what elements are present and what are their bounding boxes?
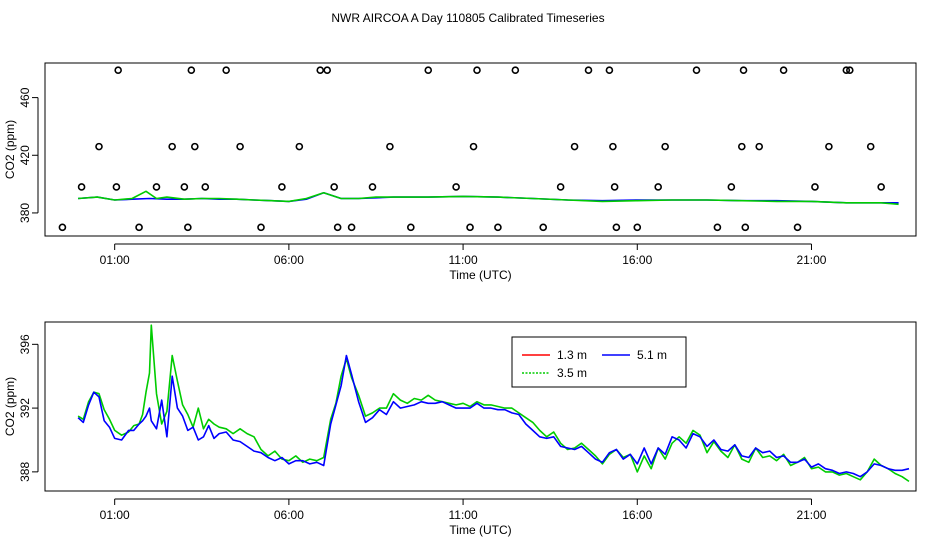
- top-flag-point: [333, 223, 342, 232]
- top-flag-point: [779, 66, 788, 75]
- top-flag-point: [494, 223, 502, 232]
- top-flag-point: [407, 223, 415, 232]
- top-series-line-co2-3-5-m: [78, 190, 899, 206]
- bottom-x-tick-label: 01:00: [100, 508, 130, 522]
- top-flag-point: [187, 66, 196, 75]
- top-y-tick-label: 460: [18, 87, 32, 107]
- bottom-y-axis-label: CO2 (ppm): [3, 377, 17, 436]
- top-flag-point: [201, 183, 210, 191]
- top-panel: 01:00 06:00 11:00 16:00 21:00 Time (UTC) 380 42…: [3, 62, 917, 282]
- top-flag-point: [609, 142, 617, 151]
- bottom-plot-frame: [44, 321, 917, 492]
- bottom-y-tick-label: 392: [18, 398, 32, 418]
- chart-title: NWR AIRCOA A Day 110805 Calibrated Times…: [331, 11, 604, 25]
- top-flag-point: [556, 183, 565, 191]
- top-flag-point: [612, 223, 621, 232]
- top-x-tick-label: 21:00: [796, 253, 826, 267]
- top-flag-point: [368, 183, 377, 191]
- top-flag-point: [152, 183, 161, 191]
- top-flag-point: [323, 66, 332, 75]
- top-x-tick-label: 01:00: [100, 253, 130, 267]
- top-flag-point: [584, 66, 593, 75]
- top-flag-point: [257, 223, 265, 232]
- top-y-tick-label: 420: [18, 145, 32, 165]
- top-flag-point: [727, 183, 736, 191]
- top-x-tick-label: 11:00: [449, 253, 478, 267]
- top-flag-point: [633, 223, 642, 232]
- top-flag-point: [330, 183, 338, 191]
- top-flag-point: [222, 66, 230, 75]
- top-x-tick-label: 06:00: [274, 253, 304, 267]
- top-flag-point: [539, 223, 548, 232]
- top-flag-point: [654, 183, 662, 191]
- top-flag-point: [191, 142, 199, 151]
- legend-label: 5.1 m: [637, 348, 667, 362]
- top-flag-point: [424, 66, 433, 75]
- top-flag-point: [58, 223, 67, 232]
- top-flag-point: [739, 66, 748, 75]
- top-flag-point: [77, 183, 86, 191]
- bottom-y-tick-label: 388: [18, 462, 32, 482]
- legend-label: 1.3 m: [557, 348, 587, 362]
- top-flag-point: [737, 142, 746, 151]
- top-x-tick-label: 16:00: [622, 253, 652, 267]
- legend-label: 3.5 m: [557, 366, 587, 380]
- bottom-series-line-5-1-m: [77, 354, 910, 478]
- top-flag-point: [236, 142, 244, 151]
- bottom-series-line-3-5-m: [77, 324, 910, 483]
- top-flag-point: [811, 183, 819, 191]
- top-flag-point: [95, 142, 103, 151]
- top-flag-point: [570, 142, 579, 151]
- top-flag-point: [386, 142, 394, 151]
- top-flag-point: [180, 183, 189, 191]
- top-y-tick-label: 380: [18, 203, 32, 223]
- top-flag-point: [278, 183, 286, 191]
- top-flag-point: [466, 223, 474, 232]
- top-flag-point: [347, 223, 356, 232]
- top-flag-point: [452, 183, 460, 191]
- bottom-y-tick-label: 396: [18, 334, 32, 354]
- bottom-x-tick-label: 21:00: [796, 508, 826, 522]
- top-flag-point: [605, 66, 614, 75]
- bottom-x-tick-label: 06:00: [274, 508, 304, 522]
- top-y-axis-label: CO2 (ppm): [3, 120, 17, 179]
- top-flag-point: [661, 142, 669, 151]
- top-flag-point: [295, 142, 304, 151]
- top-x-axis-label: Time (UTC): [449, 268, 511, 282]
- top-flag-point: [168, 142, 176, 151]
- top-flag-point: [135, 223, 143, 232]
- top-flag-point: [473, 66, 481, 75]
- bottom-panel: 01:00 06:00 11:00 16:00 21:00 Time (UTC) 388 39…: [3, 321, 917, 537]
- bottom-x-axis-label: Time (UTC): [449, 523, 511, 537]
- top-flag-point: [842, 66, 851, 75]
- top-flag-point: [692, 66, 701, 75]
- top-flag-point: [511, 66, 520, 75]
- top-flag-point: [184, 223, 192, 232]
- top-plot-frame: [44, 62, 917, 237]
- bottom-x-tick-label: 11:00: [449, 508, 478, 522]
- top-flag-point: [846, 66, 854, 75]
- top-flag-point: [316, 66, 325, 75]
- top-flag-point: [793, 223, 802, 232]
- top-flag-point: [877, 183, 885, 191]
- legend-box: [511, 336, 687, 388]
- top-flag-point: [866, 142, 875, 151]
- top-flag-point: [469, 142, 478, 151]
- top-flag-point: [112, 183, 121, 191]
- top-flag-point: [713, 223, 722, 232]
- top-flag-point: [755, 142, 764, 151]
- top-flag-point: [610, 183, 619, 191]
- top-flag-point: [114, 66, 122, 75]
- bottom-x-tick-label: 16:00: [622, 508, 652, 522]
- top-flag-point: [741, 223, 750, 232]
- top-flag-point: [825, 142, 833, 151]
